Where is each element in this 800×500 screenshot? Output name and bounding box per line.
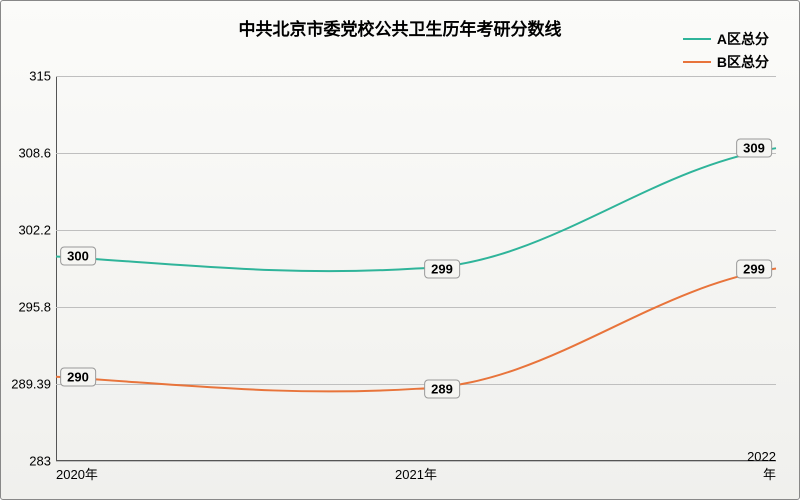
y-tick-label: 283 xyxy=(6,454,51,469)
y-tick-label: 315 xyxy=(6,69,51,84)
legend-swatch-a xyxy=(683,38,711,40)
y-tick-label: 308.6 xyxy=(6,146,51,161)
legend-swatch-b xyxy=(683,61,711,63)
legend-label-a: A区总分 xyxy=(717,29,769,49)
grid-line xyxy=(56,461,776,462)
line-svg xyxy=(56,76,776,461)
legend-item-b: B区总分 xyxy=(683,52,769,72)
x-tick-label: 2022年 xyxy=(747,449,776,483)
series-a-line xyxy=(56,148,776,271)
y-tick-label: 295.8 xyxy=(6,300,51,315)
chart-title: 中共北京市委党校公共卫生历年考研分数线 xyxy=(1,15,799,40)
legend-label-b: B区总分 xyxy=(717,52,769,72)
legend-item-a: A区总分 xyxy=(683,29,769,49)
plot-area: 283289.39295.8302.2308.6315 300299309290… xyxy=(56,76,776,461)
legend: A区总分 B区总分 xyxy=(683,29,769,72)
x-tick-label: 2021年 xyxy=(395,464,437,483)
chart-container: 中共北京市委党校公共卫生历年考研分数线 A区总分 B区总分 283289.392… xyxy=(0,0,800,500)
series-b-line xyxy=(56,269,776,392)
x-tick-label: 2020年 xyxy=(56,464,98,483)
y-tick-label: 289.39 xyxy=(6,377,51,392)
y-tick-label: 302.2 xyxy=(6,223,51,238)
